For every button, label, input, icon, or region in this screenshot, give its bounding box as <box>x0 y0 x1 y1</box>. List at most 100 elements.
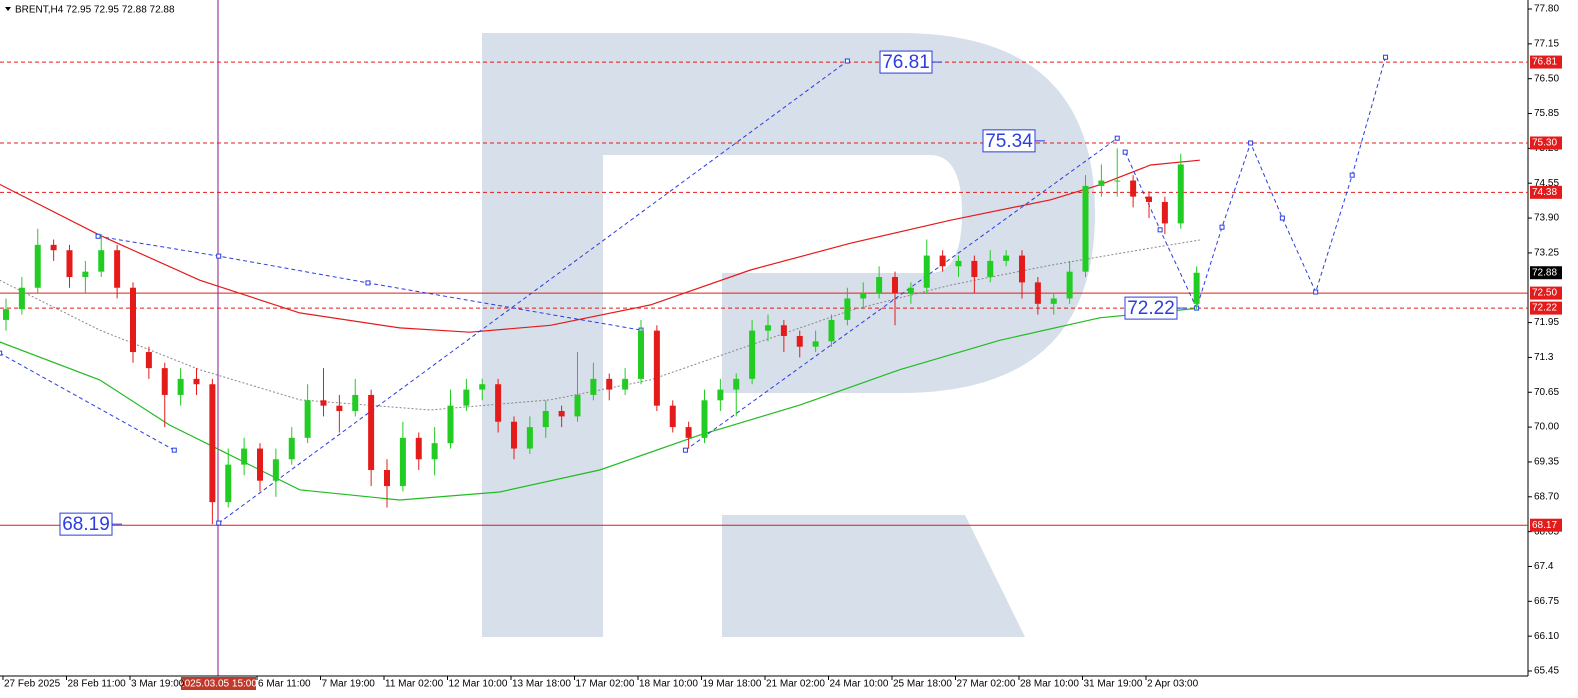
y-tick-label: 73.90 <box>1534 213 1559 224</box>
candle-body <box>1019 255 1025 283</box>
y-tick-label: 73.25 <box>1534 248 1559 259</box>
candle-body <box>463 389 470 406</box>
candle-body <box>939 255 946 267</box>
candle-body <box>1161 201 1168 224</box>
candle-body <box>511 421 517 449</box>
candle-body <box>1177 164 1184 224</box>
x-tick-label: 24 Mar 10:00 <box>830 679 889 690</box>
candle-body <box>1114 180 1121 182</box>
price-marker-label: 75.30 <box>1532 138 1557 149</box>
overlay-point <box>216 253 222 259</box>
candle-body <box>622 378 629 390</box>
overlay-point <box>1349 172 1355 178</box>
y-tick-label: 69.35 <box>1534 457 1559 468</box>
watermark <box>482 33 1095 637</box>
price-marker <box>1530 136 1562 150</box>
candle-body <box>590 378 597 395</box>
y-tick-label: 74.55 <box>1534 178 1559 189</box>
annotation-label: 72.22 <box>1127 298 1175 319</box>
candle-body <box>812 341 819 347</box>
overlay-point <box>1219 224 1225 230</box>
price-marker-label: 72.50 <box>1532 288 1557 299</box>
overlay-point <box>844 58 850 64</box>
candle-body <box>447 405 454 444</box>
y-tick-label: 67.4 <box>1534 561 1554 572</box>
overlay-line <box>0 239 1200 411</box>
overlay-line <box>0 352 175 451</box>
candle-body <box>368 394 375 470</box>
x-tick-label: 25 Mar 18:00 <box>893 679 952 690</box>
candle-body <box>526 427 533 449</box>
candle-body <box>34 244 41 288</box>
y-tick-label: 77.80 <box>1534 4 1559 15</box>
overlay-point <box>1157 227 1163 233</box>
overlay-point <box>95 233 101 239</box>
candle-body <box>860 293 867 299</box>
candle-body <box>288 437 295 460</box>
y-tick-label: 71.3 <box>1534 352 1554 363</box>
candle-body <box>257 448 263 481</box>
x-tick-label: 11 Mar 02:00 <box>385 679 444 690</box>
candle-body <box>352 394 359 412</box>
y-tick-label: 75.85 <box>1534 108 1559 119</box>
overlay-point <box>1383 54 1389 60</box>
candle-body <box>1034 282 1041 304</box>
y-tick-label: 66.75 <box>1534 596 1559 607</box>
candle-body <box>336 405 343 412</box>
candle-body <box>876 277 883 294</box>
candle-body <box>3 309 9 320</box>
candle-body <box>225 464 232 503</box>
candle-body <box>415 437 422 460</box>
overlay-point <box>0 350 3 356</box>
candle-body <box>923 255 930 288</box>
candle-body <box>399 437 406 487</box>
candle-body <box>765 325 771 331</box>
candle-body <box>828 319 835 342</box>
x-tick-label: 21 Mar 02:00 <box>766 679 825 690</box>
candle-body <box>479 384 486 390</box>
y-tick-label: 65.45 <box>1534 666 1559 677</box>
price-marker-label: 68.17 <box>1532 520 1557 531</box>
candle-body <box>1003 255 1010 261</box>
y-tick-label: 76.50 <box>1534 73 1559 84</box>
x-tick-label: 13 Mar 18:00 <box>512 679 571 690</box>
overlay-line <box>0 307 1200 501</box>
x-tick-label: 6 Mar 11:00 <box>258 679 311 690</box>
candle-body <box>685 427 692 438</box>
candle-body <box>1130 180 1137 197</box>
candle-body <box>717 389 724 401</box>
annotation-label: 75.34 <box>985 131 1033 152</box>
candle-body <box>574 394 581 417</box>
candle-body <box>542 411 549 428</box>
candle-body <box>66 250 73 278</box>
chart-header: BRENT,H4 72.95 72.95 72.88 72.88 <box>15 5 175 16</box>
overlay-point <box>1313 289 1319 295</box>
annotation-box <box>982 129 1036 153</box>
price-marker <box>1530 185 1562 199</box>
candle-body <box>987 260 994 278</box>
annotation-label: 68.19 <box>62 514 110 535</box>
candle-body <box>304 400 311 438</box>
candle-body <box>653 330 660 406</box>
x-tick-label: 31 Mar 19:00 <box>1084 679 1143 690</box>
candle-body <box>209 384 216 503</box>
plot-area <box>0 54 1528 526</box>
y-tick-label: 71.95 <box>1534 317 1559 328</box>
candle-body <box>177 378 184 395</box>
candle-body <box>495 384 502 422</box>
price-marker-label: 72.22 <box>1532 303 1557 314</box>
price-marker <box>1530 301 1562 315</box>
overlay-point <box>365 280 371 286</box>
y-tick-label: 70.00 <box>1534 422 1559 433</box>
x-tick-label: 18 Mar 10:00 <box>639 679 698 690</box>
candle-body <box>1193 272 1200 304</box>
x-tick-label: 12 Mar 10:00 <box>449 679 508 690</box>
annotation-label: 76.81 <box>882 52 930 73</box>
candle-body <box>272 459 279 481</box>
overlay-line <box>685 137 1118 451</box>
annotation-box <box>59 512 113 536</box>
y-tick-label: 68.70 <box>1534 491 1559 502</box>
candle-body <box>1098 180 1105 186</box>
candle-body <box>98 250 105 272</box>
